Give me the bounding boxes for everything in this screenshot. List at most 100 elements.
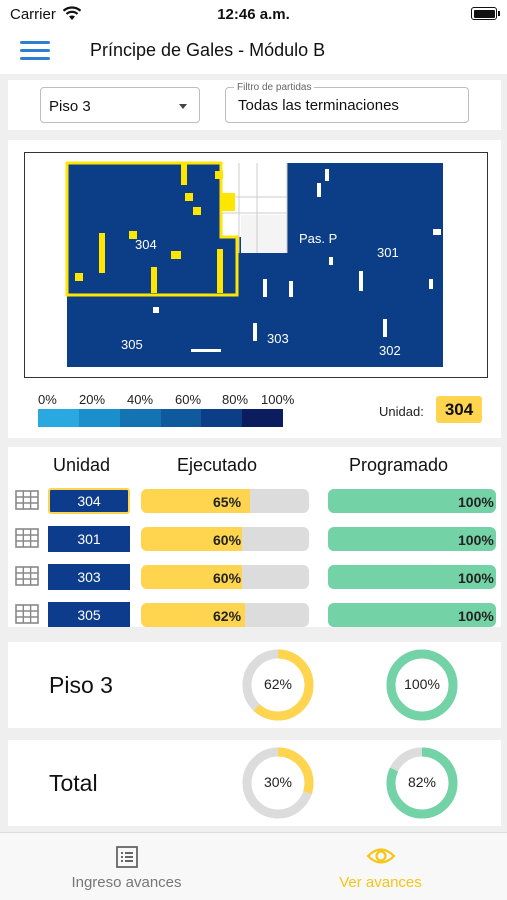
- partidas-filter-value: Todas las terminaciones: [238, 97, 399, 114]
- programmed-donut: 82%: [385, 746, 459, 820]
- nav-bar: Príncipe de Gales - Módulo B: [0, 28, 507, 74]
- plan-unit-305[interactable]: [67, 295, 219, 367]
- programmed-progress-label: 100%: [458, 608, 494, 624]
- legend-label: 100%: [261, 392, 295, 407]
- filters-card: Piso 3 Filtro de partidas Todas las term…: [8, 80, 501, 130]
- table-row: 301 60% 100%: [8, 525, 501, 553]
- plan-void: [241, 215, 287, 253]
- column-header-programmed: Programado: [349, 455, 449, 475]
- programmed-progress-bar: 100%: [328, 489, 496, 513]
- chevron-down-icon: [179, 104, 187, 109]
- executed-progress-label: 60%: [213, 570, 242, 586]
- table-row: 303 60% 100%: [8, 563, 501, 591]
- plan-yellow-mark: [221, 193, 235, 211]
- status-bar: Carrier 12:46 a.m.: [0, 0, 507, 28]
- unit-button[interactable]: 303: [48, 564, 130, 590]
- plan-yellow-mark: [193, 207, 201, 215]
- executed-donut-label: 30%: [263, 774, 293, 790]
- donut-fill: [242, 649, 314, 721]
- plan-label-302: 302: [379, 343, 401, 358]
- legend-label: 40%: [127, 392, 154, 407]
- summary-name: Piso 3: [49, 672, 113, 698]
- plan-label-305: 305: [121, 337, 143, 352]
- unit-button[interactable]: 301: [48, 526, 130, 552]
- column-header-unit: Unidad: [53, 455, 111, 475]
- partidas-filter-field[interactable]: Filtro de partidas Todas las terminacion…: [225, 82, 469, 123]
- donut-fill: [242, 747, 314, 819]
- plan-wall-mark: [329, 257, 333, 265]
- plan-yellow-mark: [99, 233, 105, 273]
- tab-ver-avances[interactable]: Ver avances: [254, 833, 507, 900]
- executed-progress-bar: 62%: [141, 603, 309, 627]
- partidas-filter-label: Filtro de partidas: [234, 82, 315, 93]
- floor-plan: 304 Pas. P 301 305 303 302: [24, 152, 488, 378]
- tab-ingreso-avances[interactable]: Ingreso avances: [0, 833, 253, 900]
- grid-icon[interactable]: [15, 528, 39, 548]
- plan-wall-mark: [317, 183, 321, 197]
- plan-yellow-mark: [151, 267, 157, 293]
- selected-unit-outline: [65, 161, 239, 297]
- donut-fill: [386, 747, 458, 819]
- legend-color-segment: [78, 409, 121, 427]
- page-title: Príncipe de Gales - Módulo B: [90, 40, 326, 60]
- legend-label: 0%: [38, 392, 57, 407]
- plan-yellow-mark: [185, 193, 193, 201]
- floor-select-value: Piso 3: [49, 98, 91, 115]
- plan-yellow-mark: [181, 163, 187, 185]
- clock: 12:46 a.m.: [217, 6, 290, 23]
- plan-yellow-mark: [217, 249, 223, 293]
- summary-card-floor: Piso 3 62% 100%: [8, 642, 501, 728]
- grid-icon[interactable]: [15, 604, 39, 624]
- tab-label: Ingreso avances: [71, 874, 182, 891]
- programmed-progress-bar: 100%: [328, 565, 496, 589]
- plan-wall-mark: [191, 349, 221, 352]
- plan-label-303: 303: [267, 331, 289, 346]
- plan-wall-mark: [263, 279, 267, 297]
- table-row: 304 65% 100%: [8, 487, 501, 515]
- grid-icon[interactable]: [15, 490, 39, 510]
- executed-donut: 30%: [241, 746, 315, 820]
- programmed-progress-label: 100%: [458, 494, 494, 510]
- table-row: 305 62% 100%: [8, 601, 501, 627]
- executed-progress-bar: 60%: [141, 527, 309, 551]
- legend-label: 20%: [79, 392, 106, 407]
- unit-button[interactable]: 305: [48, 602, 130, 627]
- selected-unit-label: Unidad:: [379, 404, 424, 419]
- executed-progress-bar: 60%: [141, 565, 309, 589]
- grid-icon[interactable]: [15, 566, 39, 586]
- wifi-icon: [62, 6, 82, 20]
- column-header-executed: Ejecutado: [177, 455, 258, 475]
- legend-color-segment: [160, 409, 202, 427]
- plan-label-304: 304: [135, 237, 157, 252]
- plan-unit-303[interactable]: [219, 253, 351, 367]
- plan-label-pas-p: Pas. P: [299, 231, 337, 246]
- summary-card-total: Total 30% 82%: [8, 740, 501, 826]
- legend-color-segment: [201, 409, 243, 427]
- executed-progress-label: 60%: [213, 532, 242, 548]
- plan-unit-301[interactable]: [351, 163, 443, 305]
- legend-label: 60%: [175, 392, 202, 407]
- plan-label-301: 301: [377, 245, 399, 260]
- programmed-donut-label: 82%: [407, 774, 437, 790]
- unit-button[interactable]: 304: [48, 488, 130, 514]
- legend-label: 80%: [222, 392, 249, 407]
- battery-icon: [471, 7, 500, 20]
- floor-select[interactable]: Piso 3: [40, 87, 200, 123]
- executed-donut: 62%: [241, 648, 315, 722]
- selected-unit-badge: 304: [436, 396, 482, 423]
- executed-progress-bar: 65%: [141, 489, 309, 513]
- plan-unit-302[interactable]: [351, 305, 443, 367]
- menu-icon[interactable]: [20, 41, 50, 61]
- plan-wall-mark: [433, 229, 441, 235]
- programmed-progress-label: 100%: [458, 532, 494, 548]
- programmed-progress-label: 100%: [458, 570, 494, 586]
- list-icon: [116, 846, 138, 868]
- programmed-donut: 100%: [385, 648, 459, 722]
- legend-color-segment: [242, 409, 284, 427]
- eye-icon: [366, 848, 396, 864]
- executed-donut-label: 62%: [263, 676, 293, 692]
- tab-label: Ver avances: [339, 874, 422, 891]
- plan-wall-mark: [253, 323, 257, 341]
- plan-wall-mark: [289, 281, 293, 297]
- units-progress-table: Unidad Ejecutado Programado 304 65% 100%: [8, 447, 501, 627]
